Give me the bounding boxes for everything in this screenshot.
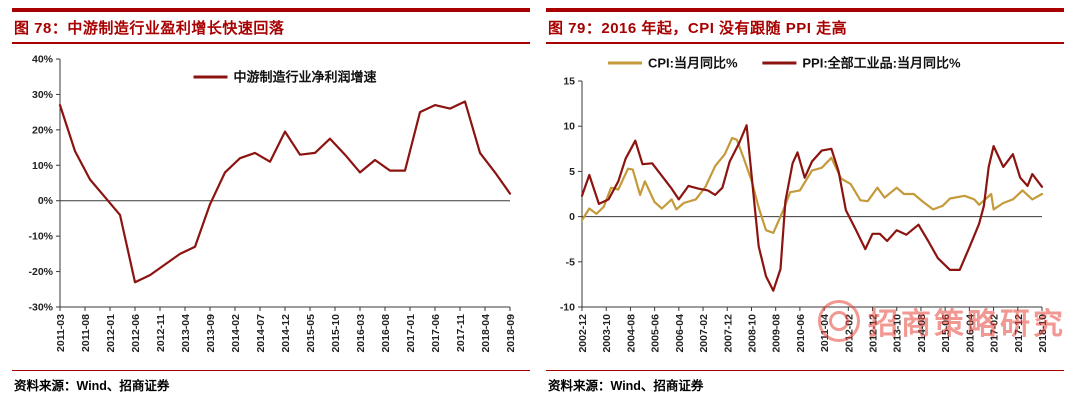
svg-text:2016-08: 2016-08 [380, 314, 392, 353]
legend-label-0: CPI:当月同比% [648, 56, 738, 71]
svg-text:2017-01: 2017-01 [405, 314, 417, 353]
svg-text:2014-08: 2014-08 [916, 314, 928, 353]
svg-text:2012-01: 2012-01 [105, 314, 117, 353]
legend-label-0: 中游制造行业净利润增速 [234, 70, 377, 85]
figure-79-panel: 图 79：2016 年起，CPI 没有跟随 PPI 走高 招商策略研究 15 10… [546, 8, 1064, 394]
svg-text:2011-04: 2011-04 [819, 314, 831, 352]
svg-text:2004-08: 2004-08 [625, 314, 637, 353]
figure-79-title-underline [546, 42, 1064, 44]
svg-text:2017-11: 2017-11 [455, 314, 467, 352]
svg-text:2017-12: 2017-12 [1013, 314, 1025, 353]
svg-text:5: 5 [569, 166, 575, 178]
series-line-0 [58, 100, 512, 284]
svg-text:2012-06: 2012-06 [130, 314, 142, 353]
svg-text:2014-02: 2014-02 [230, 314, 242, 353]
svg-text:0%: 0% [38, 195, 54, 207]
svg-text:2018-09: 2018-09 [505, 314, 517, 353]
svg-text:2014-07: 2014-07 [255, 314, 267, 353]
figure-78-top-border [12, 8, 530, 12]
svg-text:-30%: -30% [28, 302, 53, 314]
svg-text:2013-04: 2013-04 [180, 314, 192, 353]
legend-label-1: PPI:全部工业品:当月同比% [802, 56, 961, 71]
legend: 中游制造行业净利润增速 [193, 70, 377, 85]
figure-79-source: 资料来源：Wind、招商证券 [546, 370, 1064, 394]
figure-78-panel: 图 78：中游制造行业盈利增长快速回落 40% 30% 20% 10% 0% -10% -2… [12, 8, 530, 394]
svg-text:2011-08: 2011-08 [80, 314, 92, 352]
svg-text:2012-02: 2012-02 [843, 314, 855, 353]
svg-text:2013-09: 2013-09 [205, 314, 217, 353]
svg-text:2015-10: 2015-10 [330, 314, 342, 353]
svg-text:2012-12: 2012-12 [868, 314, 880, 353]
svg-text:2017-02: 2017-02 [989, 314, 1001, 353]
svg-text:20%: 20% [32, 124, 54, 136]
svg-text:2003-10: 2003-10 [601, 314, 613, 353]
svg-text:30%: 30% [32, 89, 54, 101]
svg-text:2008-10: 2008-10 [746, 314, 758, 353]
svg-text:-5: -5 [566, 256, 575, 268]
svg-text:40%: 40% [32, 54, 54, 66]
figure-78-title-underline [12, 42, 530, 44]
report-figures-row: 图 78：中游制造行业盈利增长快速回落 40% 30% 20% 10% 0% -10% -2… [12, 8, 1064, 394]
svg-text:2013-10: 2013-10 [892, 314, 904, 353]
svg-text:2017-06: 2017-06 [430, 314, 442, 353]
figure-79-chart-area: 招商策略研究 15 10 5 0 -5 -10 2002-12 2003-10 2004-08 2… [546, 47, 1064, 369]
svg-text:2005-06: 2005-06 [650, 314, 662, 353]
svg-text:2006-04: 2006-04 [674, 314, 686, 353]
svg-text:2018-10: 2018-10 [1037, 314, 1049, 353]
svg-text:2007-02: 2007-02 [698, 314, 710, 353]
svg-text:2009-08: 2009-08 [771, 314, 783, 353]
svg-text:-20%: -20% [28, 266, 53, 278]
svg-text:2016-04: 2016-04 [964, 314, 976, 353]
series-line-0 [580, 136, 1044, 234]
figure-78-plot: 40% 30% 20% 10% 0% -10% -20% -30%2011-03 2011-08… [28, 54, 517, 353]
svg-text:2010-06: 2010-06 [795, 314, 807, 353]
series-line-1 [580, 124, 1044, 292]
x-axis: 2011-03 2011-08 2012-01 2012-06 2012-11 2013-… [55, 200, 517, 353]
y-axis: 40% 30% 20% 10% 0% -10% -20% -30% [28, 54, 61, 314]
svg-text:10%: 10% [32, 160, 54, 172]
figure-79-top-border [546, 8, 1064, 12]
svg-text:2012-11: 2012-11 [155, 314, 167, 352]
svg-text:2011-03: 2011-03 [55, 314, 67, 352]
y-axis: 15 10 5 0 -5 -10 [560, 76, 583, 314]
svg-text:10: 10 [563, 121, 575, 133]
x-axis: 2002-12 2003-10 2004-08 2005-06 2006-04 2007-… [577, 216, 1049, 353]
legend: CPI:当月同比% PPI:全部工业品:当月同比% [608, 56, 961, 71]
svg-text:-10: -10 [560, 302, 575, 314]
figure-79-title: 图 79：2016 年起，CPI 没有跟随 PPI 走高 [548, 20, 848, 37]
svg-text:2015-05: 2015-05 [305, 314, 317, 353]
svg-text:-10%: -10% [28, 231, 53, 243]
svg-text:2015-06: 2015-06 [940, 314, 952, 353]
figure-78-chart-area: 40% 30% 20% 10% 0% -10% -20% -30% 2011-03 2011-08… [12, 47, 530, 369]
figure-78-title: 图 78：中游制造行业盈利增长快速回落 [14, 20, 285, 37]
series-lines [580, 124, 1044, 292]
svg-text:0: 0 [569, 211, 575, 223]
svg-text:2014-12: 2014-12 [280, 314, 292, 353]
svg-text:15: 15 [563, 76, 575, 88]
svg-text:2002-12: 2002-12 [577, 314, 589, 353]
figure-78-source: 资料来源：Wind、招商证券 [12, 370, 530, 394]
svg-text:2016-03: 2016-03 [355, 314, 367, 353]
svg-text:2018-04: 2018-04 [480, 314, 492, 353]
svg-text:2007-12: 2007-12 [722, 314, 734, 353]
series-lines [58, 100, 512, 284]
